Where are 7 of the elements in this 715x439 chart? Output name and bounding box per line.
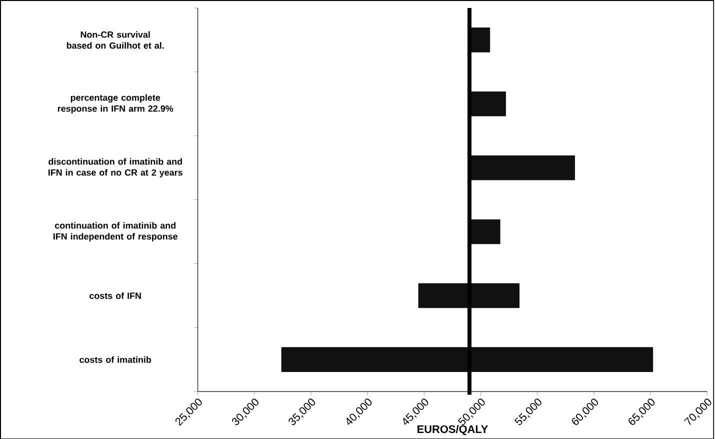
y-tick-label: discontinuation of imatinib and IFN in case of no CR at 2 years: [48, 158, 182, 178]
x-axis-title: EUROS/QALY: [418, 424, 488, 435]
y-tick-label: Non-CR survival based on Guilhot et al.: [66, 30, 164, 48]
y-tick-label: percentage complete response in IFN arm 22.9%: [58, 94, 174, 114]
y-tick-label: costs of IFN: [90, 292, 141, 299]
y-tick-label: continuation of imatinib and IFN independent of response: [54, 222, 178, 242]
y-tick-label: costs of imatinib: [80, 356, 152, 363]
